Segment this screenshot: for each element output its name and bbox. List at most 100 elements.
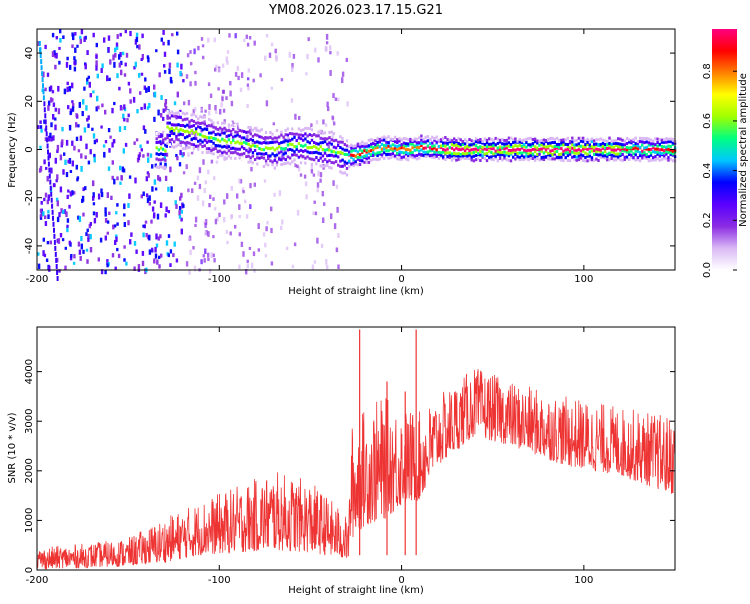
spectrogram-ridge-cell	[562, 149, 565, 153]
spectrogram-ridge-cell	[317, 147, 320, 151]
spectrogram-cell	[164, 213, 167, 218]
spectrogram-cell	[91, 127, 94, 131]
spectrogram-cell	[138, 72, 141, 78]
spectrogram-ridge-cell	[652, 156, 655, 160]
spectrogram-ridge-cell	[337, 144, 340, 147]
spectrogram-ridge-cell	[271, 140, 274, 144]
spectrogram-ridge-cell	[652, 146, 655, 150]
spectrogram-cell	[119, 165, 122, 171]
spectrogram-ridge-cell	[628, 158, 631, 161]
spectrogram-ridge-cell	[404, 152, 408, 156]
spectrogram-ridge-cell	[236, 158, 239, 162]
spectrogram-ridge-cell	[590, 140, 594, 144]
spectrogram-cell	[164, 175, 168, 181]
spectrogram-ridge-cell	[188, 141, 191, 145]
spectrogram-ridge-cell	[547, 151, 550, 155]
spectrogram-cell	[179, 70, 182, 77]
spectrogram-cell	[178, 162, 182, 167]
spectrogram-ridge-cell	[208, 131, 211, 135]
spectrogram-cell	[155, 233, 158, 240]
figure-title: YM08.2026.023.17.15.G21	[268, 3, 443, 18]
spectrogram-ridge-cell	[625, 150, 629, 154]
spectrogram-ridge-cell	[525, 156, 528, 160]
spectrogram-ridge-cell	[350, 153, 353, 157]
spectrogram-ridge-cell	[197, 147, 200, 151]
spectrogram-ridge-cell	[671, 137, 675, 141]
spectrogram-ridge-cell	[221, 145, 224, 149]
spectrogram-ridge-cell	[512, 148, 515, 152]
spectrogram-ridge-cell	[284, 151, 287, 155]
spectrogram-ridge-cell	[269, 131, 272, 134]
spectrogram-ridge-cell	[315, 156, 318, 159]
spectrogram-cell	[345, 57, 348, 62]
spectrogram-ridge-cell	[603, 146, 607, 150]
spectrogram-cell	[54, 124, 57, 131]
spectrogram-ridge-cell	[194, 127, 198, 131]
spectrogram-cell	[278, 190, 282, 197]
spectrogram-cell	[173, 101, 177, 106]
spectrogram-x-tick-label: -100	[208, 274, 231, 285]
spectrogram-ridge-cell	[291, 127, 294, 131]
spectrogram-ridge-cell	[157, 135, 161, 139]
spectrogram-cell	[86, 81, 89, 85]
spectrogram-cell	[204, 222, 207, 228]
spectrogram-cell	[316, 187, 319, 193]
spectrogram-ridge-cell	[669, 140, 672, 144]
spectrogram-cell	[297, 166, 301, 172]
spectrogram-ridge-cell	[271, 160, 274, 164]
snr-x-tick-label: -200	[26, 575, 49, 586]
spectrogram-ridge-cell	[348, 150, 351, 154]
spectrogram-cell	[144, 129, 147, 134]
spectrogram-cell	[65, 211, 68, 217]
spectrogram-ridge-cell	[210, 119, 213, 123]
spectrogram-ridge-cell	[240, 136, 244, 140]
spectrogram-ridge-cell	[273, 154, 276, 158]
spectrogram-cell	[106, 263, 109, 268]
spectrogram-cell	[141, 33, 144, 39]
spectrogram-ridge-cell	[636, 147, 640, 151]
snr-x-label: Height of straight line (km)	[288, 585, 424, 596]
spectrogram-cell	[294, 162, 297, 168]
spectrogram-ridge-cell	[498, 148, 502, 151]
spectrogram-ridge-cell	[396, 148, 399, 152]
spectrogram-ridge-cell	[339, 164, 342, 168]
spectrogram-ridge-cell	[378, 145, 381, 149]
spectrogram-ridge-cell	[157, 158, 161, 162]
spectrogram-ridge-cell	[525, 137, 528, 141]
spectrogram-cell	[123, 126, 127, 131]
spectrogram-ridge-cell	[647, 155, 651, 159]
spectrogram-ridge-cell	[601, 154, 605, 158]
spectrogram-ridge-cell	[162, 153, 165, 156]
spectrogram-ridge-cell	[297, 142, 301, 146]
spectrogram-cell	[104, 218, 108, 223]
spectrogram-ridge-cell	[278, 142, 281, 145]
spectrogram-ridge-cell	[466, 154, 469, 158]
spectrogram-ridge-cell	[455, 152, 458, 156]
spectrogram-ridge-cell	[551, 153, 554, 156]
spectrogram-ridge-cell	[498, 156, 502, 160]
spectrogram-ridge-cell	[369, 158, 373, 162]
spectrogram-ridge-cell	[527, 154, 530, 158]
spectrogram-cell	[127, 203, 130, 208]
spectrogram-cell	[133, 266, 136, 271]
spectrogram-cell	[66, 194, 69, 199]
spectrogram-ridge-cell	[547, 145, 550, 149]
spectrogram-ridge-cell	[540, 140, 543, 144]
spectrogram-ridge-cell	[212, 141, 215, 145]
spectrogram-ridge-cell	[566, 151, 570, 155]
spectrogram-ridge-cell	[398, 153, 401, 157]
spectrogram-ridge-cell	[352, 158, 355, 162]
spectrogram-cell	[212, 235, 215, 239]
spectrogram-ridge-cell	[264, 162, 268, 166]
spectrogram-cell	[265, 100, 269, 107]
spectrogram-cell	[47, 214, 50, 219]
spectrogram-ridge-cell	[536, 141, 539, 145]
spectrogram-ridge-cell	[457, 157, 460, 161]
spectrogram-cell	[114, 239, 117, 245]
spectrogram-ridge-cell	[271, 132, 274, 136]
spectrogram-cell	[55, 264, 58, 269]
spectrogram-ridge-cell	[494, 143, 497, 147]
spectrogram-ridge-cell	[236, 133, 239, 137]
spectrogram-ridge-cell	[356, 163, 360, 167]
spectrogram-ridge-cell	[334, 168, 338, 172]
